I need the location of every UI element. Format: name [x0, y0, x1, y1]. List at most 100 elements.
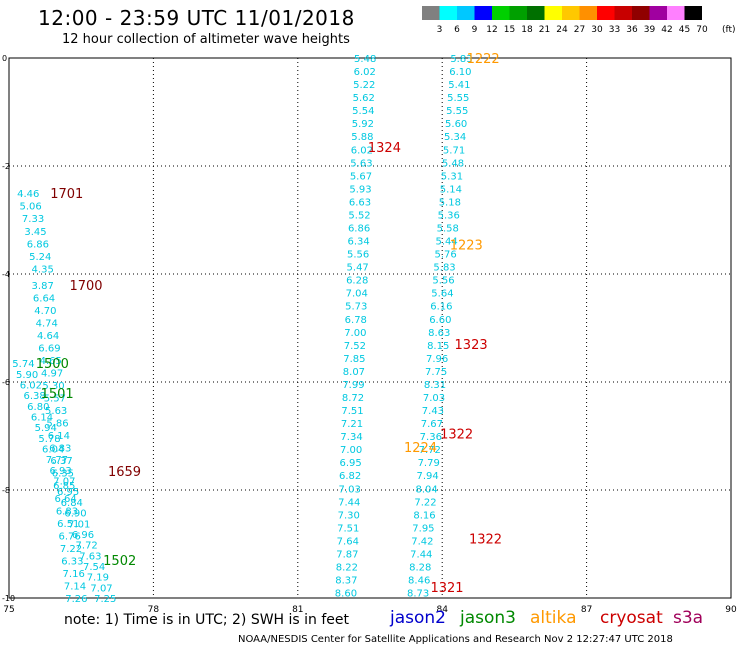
wave-height-value: 7.03	[339, 484, 361, 495]
wave-height-value: 6.33	[61, 556, 83, 567]
wave-height-value: 7.79	[418, 458, 440, 469]
wave-height-value: 6.90	[64, 509, 86, 520]
pass-time-label: 1224	[404, 441, 437, 456]
legend-item-altika: altika	[530, 608, 577, 628]
scale-label: 9	[472, 25, 478, 34]
x-tick-label: 78	[148, 605, 160, 615]
wave-height-value: 6.95	[339, 458, 361, 469]
wave-height-value: 6.63	[349, 197, 371, 208]
wave-height-value: 7.85	[343, 354, 365, 365]
wave-height-value: 7.03	[423, 393, 445, 404]
wave-height-value: 6.83	[56, 506, 78, 517]
wave-height-value: 6.14	[48, 431, 70, 442]
scale-swatch	[649, 6, 667, 20]
wave-height-value: 5.57	[44, 394, 66, 405]
pass-time-label: 1323	[455, 338, 488, 353]
pass-time-label: 1222	[467, 52, 500, 67]
wave-height-value: 5.63	[45, 406, 67, 417]
wave-height-value: 5.92	[352, 119, 374, 130]
wave-height-value: 8.63	[428, 328, 450, 339]
scale-label: 27	[574, 25, 585, 34]
wave-height-value: 7.21	[341, 419, 363, 430]
wave-height-value: 4.35	[32, 265, 54, 276]
wave-height-value: 5.44	[436, 237, 458, 248]
wave-height-value: 7.72	[419, 445, 441, 456]
wave-height-value: 4.64	[37, 331, 59, 342]
pass-time-label: 1659	[108, 465, 141, 480]
wave-height-value: 7.42	[411, 536, 433, 547]
wave-height-value: 7.00	[344, 328, 366, 339]
wave-height-value: 7.33	[22, 214, 44, 225]
legend-item-jason3: jason3	[460, 608, 516, 628]
wave-height-value: 6.64	[54, 494, 76, 505]
wave-height-value: 7.52	[344, 341, 366, 352]
wave-height-value: 5.74	[12, 359, 34, 370]
scale-label: 36	[626, 25, 638, 34]
wave-height-value: 7.51	[341, 406, 363, 417]
wave-height-value: 6.60	[429, 315, 451, 326]
wave-height-value: 5.18	[439, 197, 461, 208]
wave-height-value: 5.62	[353, 93, 375, 104]
wave-height-value: 7.01	[68, 519, 90, 530]
wave-height-value: 5.36	[438, 210, 460, 221]
scale-swatch	[667, 6, 685, 20]
wave-height-value: 5.58	[437, 224, 459, 235]
wave-height-value: 8.31	[424, 380, 446, 391]
footnote: note: 1) Time is in UTC; 2) SWH is in fe…	[64, 612, 350, 628]
scale-swatch	[457, 6, 475, 20]
wave-height-value: 5.56	[432, 276, 454, 287]
scale-swatch	[544, 6, 562, 20]
wave-height-value: 7.63	[79, 551, 101, 562]
wave-height-value: 7.75	[425, 367, 447, 378]
x-tick-label: 84	[436, 605, 448, 615]
wave-height-value: 5.60	[445, 119, 467, 130]
scale-swatch	[474, 6, 492, 20]
wave-height-value: 8.07	[343, 367, 365, 378]
wave-height-value: 8.73	[407, 589, 429, 600]
scale-label: 12	[486, 25, 497, 34]
wave-height-value: 6.10	[449, 67, 471, 78]
wave-height-value: 5.73	[345, 302, 367, 313]
wave-height-value: 3.87	[32, 281, 54, 292]
wave-height-value: 6.34	[347, 237, 369, 248]
scale-swatch	[422, 6, 440, 20]
wave-height-value: 7.36	[420, 432, 442, 443]
wave-height-value: 6.16	[430, 302, 452, 313]
wave-height-value: 7.44	[410, 549, 432, 560]
scale-swatch	[614, 6, 632, 20]
scale-label: 45	[679, 25, 690, 34]
wave-height-value: 5.34	[444, 132, 466, 143]
wave-height-value: 7.99	[342, 380, 364, 391]
pass-time-label: 1321	[430, 581, 463, 596]
wave-height-value: 6.02	[20, 380, 42, 391]
wave-height-value: 5.78	[38, 434, 60, 445]
map-frame	[8, 57, 732, 599]
scale-label: 3	[437, 25, 443, 34]
wave-height-value: 7.94	[417, 471, 439, 482]
wave-height-value: 7.72	[76, 541, 98, 552]
wave-height-value: 7.14	[64, 581, 86, 592]
wave-height-value: 6.69	[38, 343, 60, 354]
wave-height-value: 5.93	[349, 184, 371, 195]
wave-height-value: 6.95	[57, 487, 79, 498]
map-subtitle: 12 hour collection of altimeter wave hei…	[62, 32, 350, 47]
wave-height-value: 5.14	[440, 184, 462, 195]
scale-label: 15	[504, 25, 515, 34]
pass-time-label: 1322	[440, 427, 473, 442]
wave-height-value: 6.37	[50, 456, 72, 467]
wave-height-value: 5.30	[42, 381, 64, 392]
map-title: 12:00 - 23:59 UTC 11/01/2018	[38, 6, 355, 30]
wave-height-value: 8.72	[342, 393, 364, 404]
wave-height-value: 7.87	[336, 549, 358, 560]
wave-height-value: 5.56	[347, 250, 369, 261]
wave-height-value: 8.46	[408, 576, 430, 587]
wave-height-value: 8.60	[335, 589, 357, 600]
scale-label: 24	[556, 25, 568, 34]
wave-height-value: 7.19	[87, 573, 109, 584]
x-tick-label: 81	[292, 605, 303, 615]
wave-height-value: 5.48	[442, 158, 464, 169]
wave-height-value: 5.83	[433, 263, 455, 274]
wave-height-value: 7.30	[338, 510, 360, 521]
wave-height-value: 4.65	[40, 356, 62, 367]
